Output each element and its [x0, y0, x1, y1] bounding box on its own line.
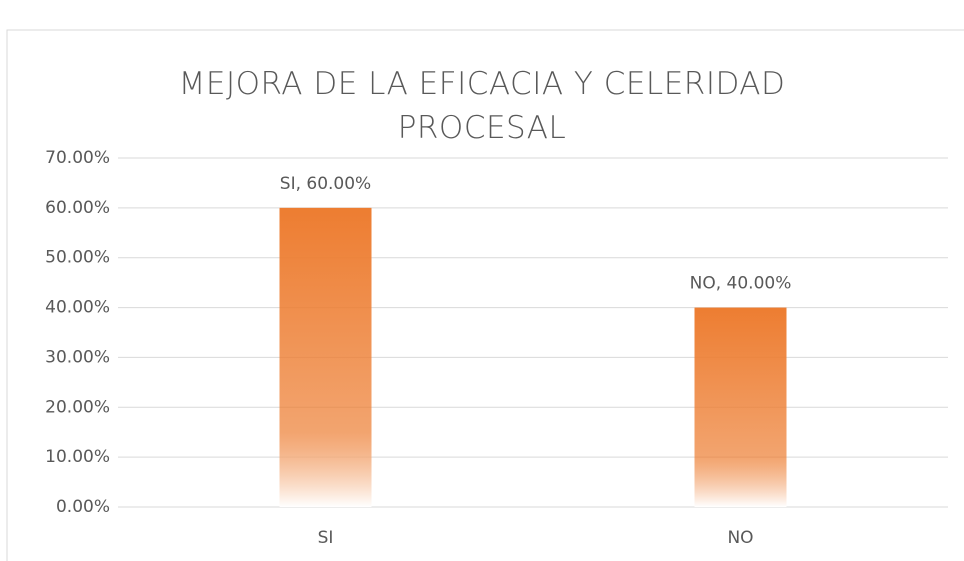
- y-tick-label: 40.00%: [45, 298, 110, 318]
- y-tick-label: 10.00%: [45, 447, 110, 467]
- data-label: NO, 40.00%: [690, 274, 792, 294]
- y-tick-label: 60.00%: [45, 198, 110, 218]
- y-tick-label: 30.00%: [45, 347, 110, 367]
- chart-frame: [6, 29, 964, 561]
- x-tick-label: SI: [318, 528, 334, 548]
- y-tick-label: 70.00%: [45, 148, 110, 168]
- y-tick-label: 20.00%: [45, 397, 110, 417]
- data-label: SI, 60.00%: [280, 174, 371, 194]
- x-tick-label: NO: [727, 528, 753, 548]
- y-tick-label: 0.00%: [56, 497, 110, 517]
- bar: [279, 207, 372, 507]
- bar: [694, 307, 787, 507]
- y-tick-label: 50.00%: [45, 248, 110, 268]
- chart-title: MEJORA DE LA EFICACIA Y CELERIDAD PROCES…: [178, 66, 786, 146]
